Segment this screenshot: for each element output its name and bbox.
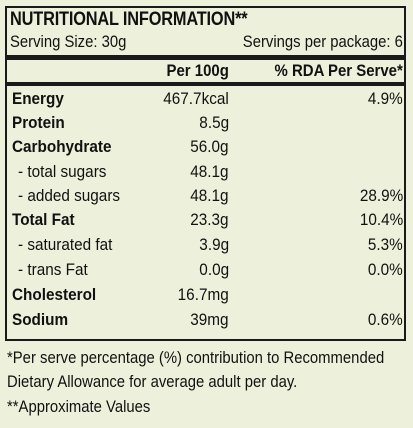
nutrient-row-added-sugars: - added sugars 48.1g 28.9% [0,186,413,210]
rda-header: % RDA Per Serve* [274,61,403,80]
rda-value: 5.3% [368,235,403,254]
per-100g-value: 16.7mg [177,285,229,304]
nutrient-label: Cholesterol [12,285,97,304]
rda-value: 4.9% [368,89,403,108]
per-100g-value: 8.5g [199,113,229,132]
nutrient-row-trans-fat: - trans Fat 0.0g 0.0% [0,260,413,284]
nutrition-panel [5,6,406,341]
nutrient-row-saturated-fat: - saturated fat 3.9g 5.3% [0,235,413,259]
per-100g-value: 48.1g [190,162,229,181]
per-100g-header: Per 100g [166,61,229,80]
panel-title: NUTRITIONAL INFORMATION** [10,9,248,30]
footnote-rda-continued: Dietary Allowance for average adult per … [7,373,298,391]
nutrient-label: - total sugars [18,162,107,181]
nutrient-label: - added sugars [18,186,121,205]
per-100g-value: 39mg [190,310,229,329]
per-100g-value: 3.9g [199,235,229,254]
per-100g-value: 48.1g [190,186,229,205]
nutrient-row-cholesterol: Cholesterol 16.7mg [0,285,413,309]
nutrient-label: Protein [12,113,65,132]
nutrient-label: Total Fat [12,210,75,229]
nutrient-row-protein: Protein 8.5g [0,113,413,137]
nutrient-row-sodium: Sodium 39mg 0.6% [0,310,413,334]
rda-value: 10.4% [359,210,403,229]
header-divider [7,55,404,60]
nutrient-row-energy: Energy 467.7kcal 4.9% [0,89,413,113]
nutrient-label: Sodium [12,310,69,329]
nutrient-row-total-fat: Total Fat 23.3g 10.4% [0,210,413,234]
footnote-rda: *Per serve percentage (%) contribution t… [7,349,385,367]
rda-value: 0.6% [368,310,403,329]
per-100g-value: 23.3g [190,210,229,229]
column-header-divider [7,82,404,86]
rda-value: 28.9% [359,186,403,205]
per-100g-value: 0.0g [199,260,229,279]
footnote-approximate: **Approximate Values [7,398,151,416]
rda-value: 0.0% [368,260,403,279]
nutrient-label: - saturated fat [18,235,113,254]
nutrient-row-carbohydrate: Carbohydrate 56.0g [0,137,413,161]
serving-size: Serving Size: 30g [10,33,127,51]
nutrient-row-total-sugars: - total sugars 48.1g [0,162,413,186]
nutrient-label: - trans Fat [18,260,88,279]
nutrient-label: Energy [12,89,64,108]
servings-per-package: Servings per package: 6 [242,33,403,51]
per-100g-value: 467.7kcal [163,89,229,108]
per-100g-value: 56.0g [190,137,229,156]
nutrient-label: Carbohydrate [12,137,112,156]
